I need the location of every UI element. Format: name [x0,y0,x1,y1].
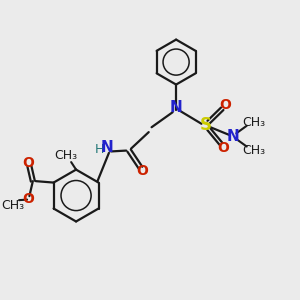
Text: N: N [226,129,239,144]
Text: CH₃: CH₃ [54,149,77,162]
Text: O: O [218,141,230,155]
Text: O: O [219,98,231,112]
Text: N: N [100,140,113,155]
Text: O: O [136,164,148,178]
Text: CH₃: CH₃ [242,116,265,128]
Text: S: S [200,116,212,134]
Text: CH₃: CH₃ [242,144,265,157]
Text: H: H [95,143,104,156]
Text: O: O [22,156,34,170]
Text: O: O [22,192,34,206]
Text: N: N [170,100,182,115]
Text: CH₃: CH₃ [1,200,24,212]
